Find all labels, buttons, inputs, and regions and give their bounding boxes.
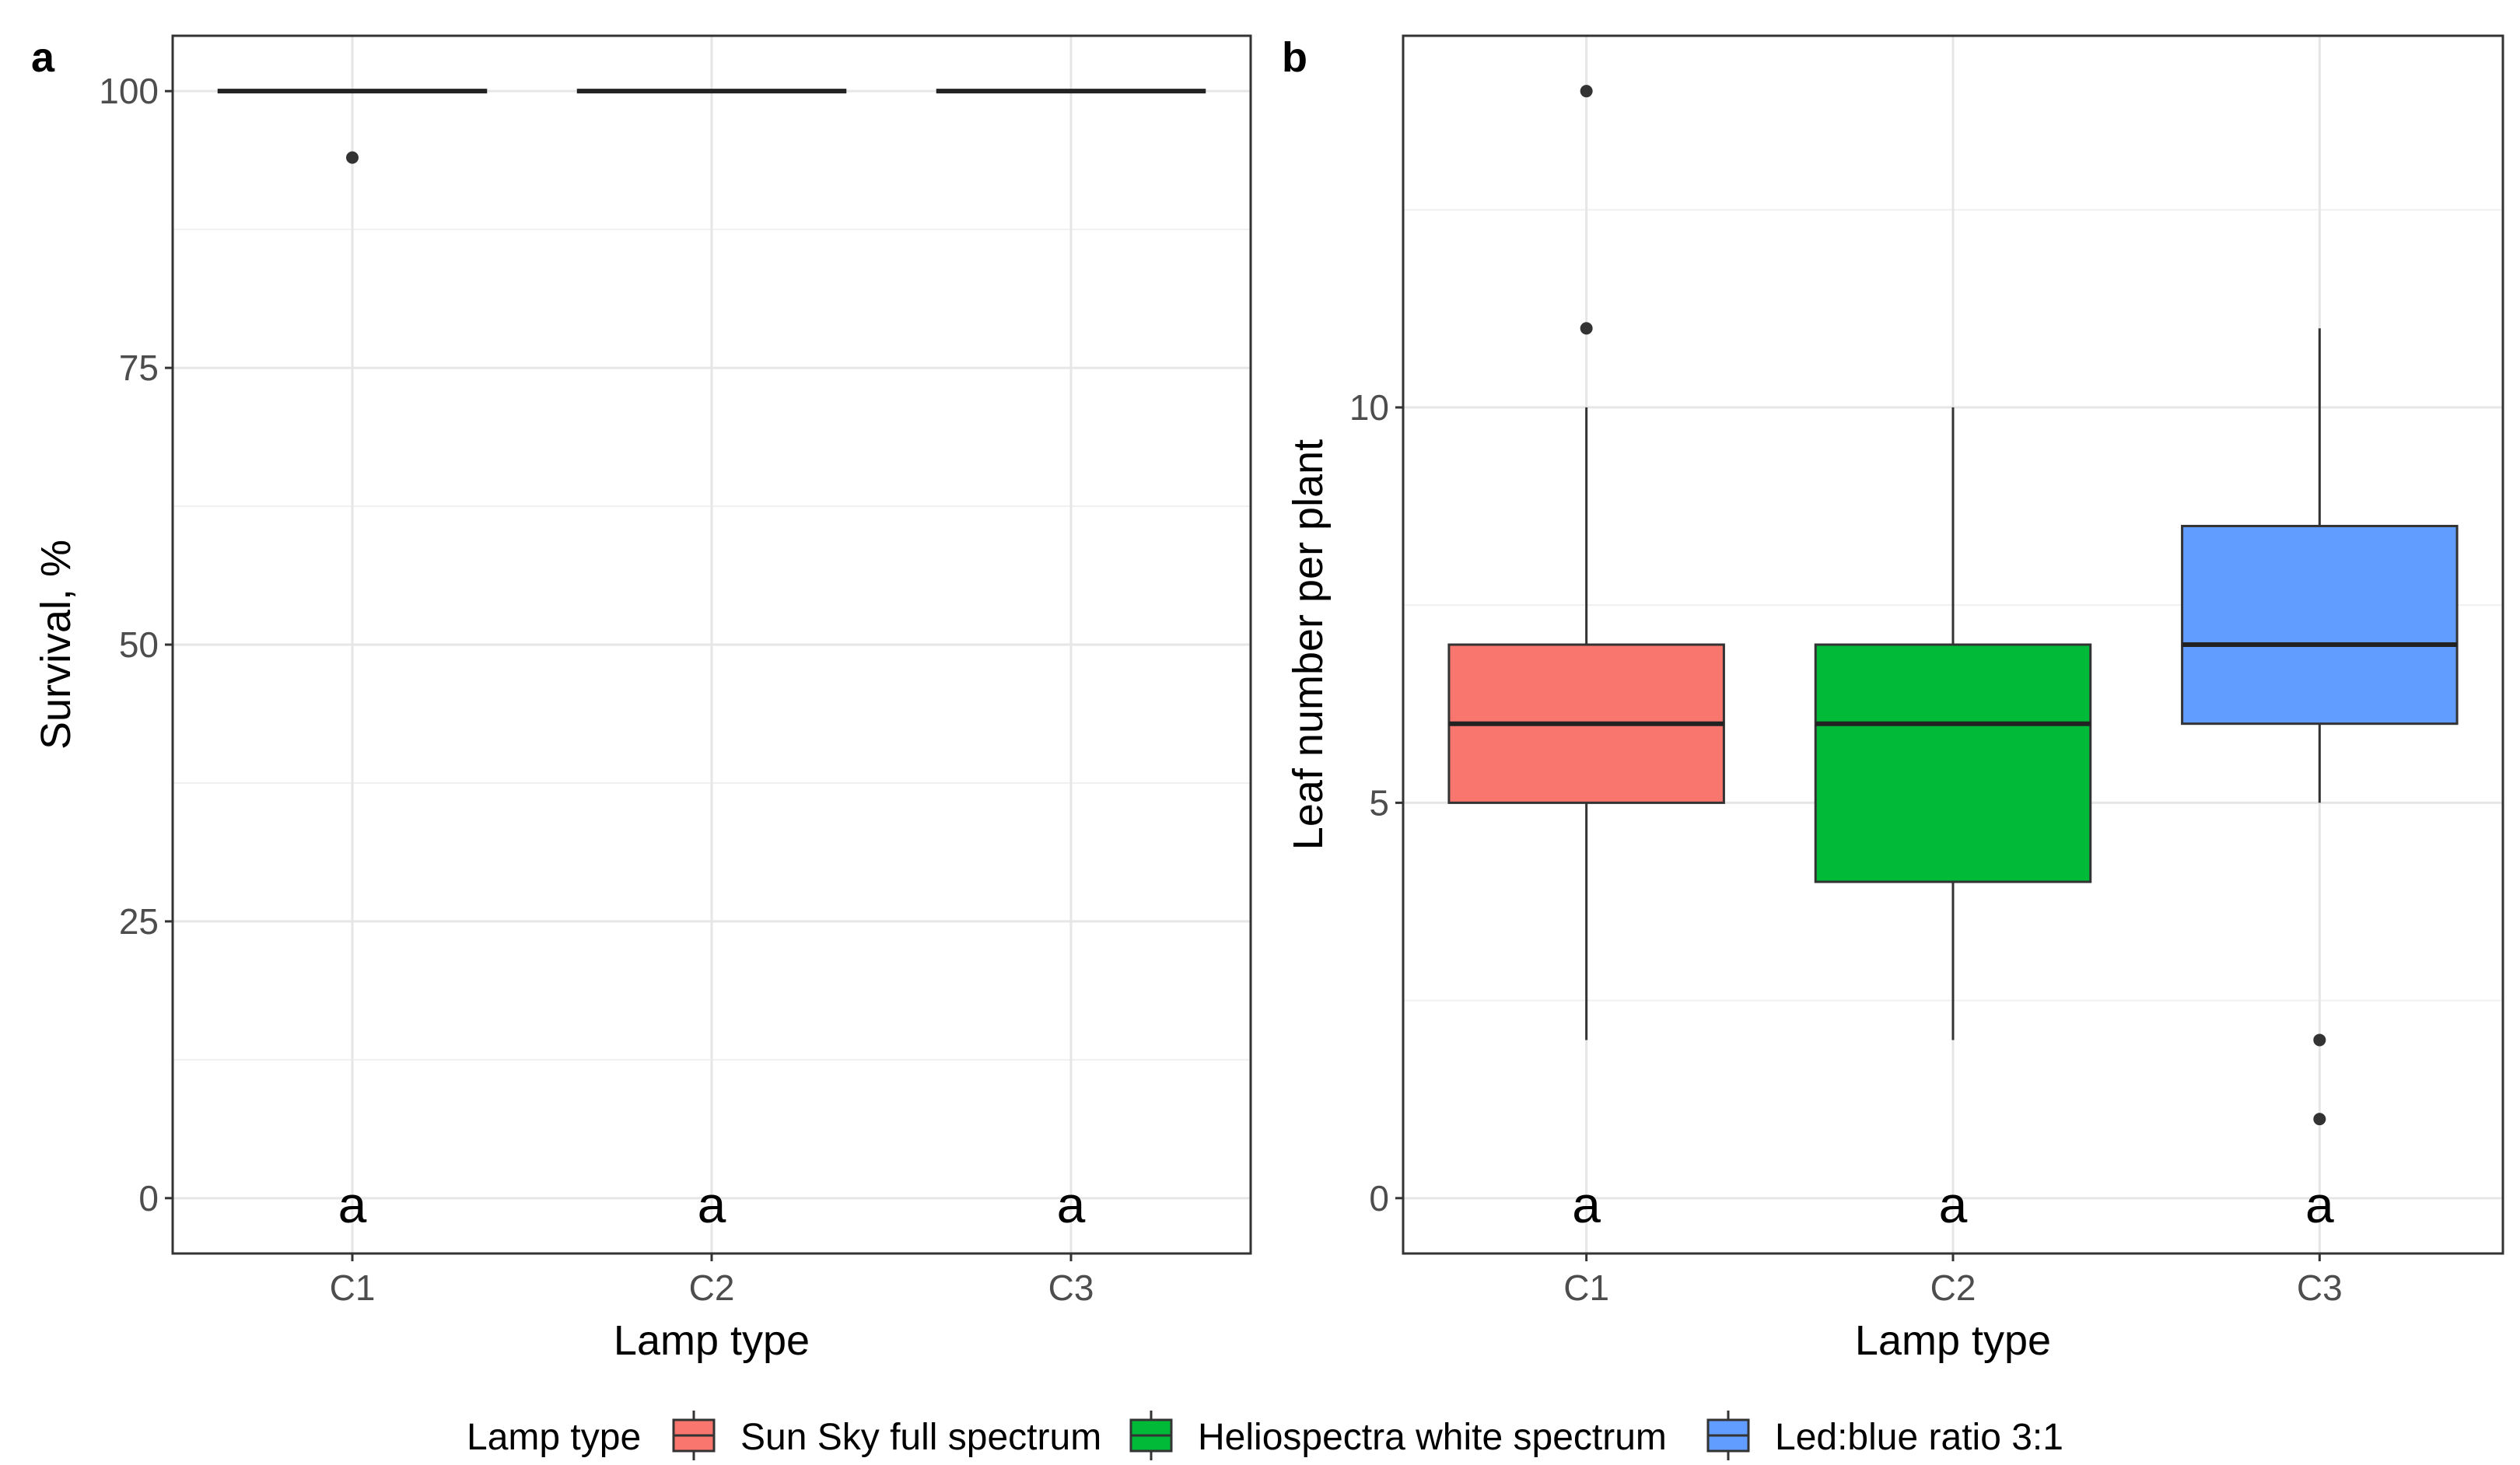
significance-letter: a	[1057, 1176, 1086, 1233]
y-tick-label: 75	[119, 348, 159, 388]
x-axis-title: Lamp type	[1855, 1317, 2051, 1364]
legend-key	[1129, 1411, 1173, 1460]
box-C2	[1814, 407, 2092, 1040]
y-tick-label: 50	[119, 624, 159, 665]
legend-key	[672, 1411, 716, 1460]
legend-title: Lamp type	[467, 1417, 641, 1458]
panel-border	[171, 34, 1252, 1255]
legend-item-label: Led:blue ratio 3:1	[1775, 1417, 2063, 1458]
outlier-point	[1580, 85, 1593, 98]
y-axis-title: Survival, %	[33, 540, 79, 750]
significance-letter: a	[698, 1176, 726, 1233]
y-tick-label: 0	[1369, 1178, 1389, 1219]
significance-letter: a	[338, 1176, 367, 1233]
panel-letter: b	[1282, 34, 1307, 81]
legend: Lamp type Sun Sky full spectrum Heliospect…	[467, 1411, 2063, 1460]
x-tick-label: C1	[1563, 1267, 1609, 1308]
box-C1	[1447, 85, 1725, 1040]
box-iqr	[2181, 524, 2459, 726]
x-axis-title: Lamp type	[614, 1317, 810, 1364]
y-tick-label: 25	[119, 901, 159, 942]
legend-item-label: Heliospectra white spectrum	[1198, 1417, 1667, 1458]
box-iqr	[1814, 643, 2092, 883]
box-C3	[2181, 328, 2459, 1126]
legend-item-label: Sun Sky full spectrum	[740, 1417, 1101, 1458]
y-tick-label: 0	[138, 1178, 159, 1219]
x-tick-label: C1	[330, 1267, 376, 1308]
panel-border	[1402, 34, 2504, 1255]
significance-letter: a	[2305, 1176, 2334, 1233]
outlier-point	[2313, 1033, 2326, 1047]
outlier-point	[1580, 322, 1593, 335]
y-axis-title: Leaf number per plant	[1285, 439, 1332, 850]
significance-letter: a	[1939, 1176, 1968, 1233]
outlier-point	[346, 151, 359, 164]
x-tick-label: C3	[1048, 1267, 1094, 1308]
box-C1	[217, 89, 488, 164]
outlier-point	[2313, 1113, 2326, 1126]
x-tick-label: C2	[689, 1267, 735, 1308]
panel-b-leaf-number: 0 5 10 C1 C2 C3 a a a b Lamp type Leaf number per p…	[1282, 34, 2504, 1364]
y-tick-label: 100	[99, 71, 159, 111]
x-tick-label: C3	[2297, 1267, 2343, 1308]
panel-letter: a	[31, 34, 55, 81]
significance-letter: a	[1572, 1176, 1601, 1233]
panel-a-survival: 0 25 50 75 100 C1 C2 C3 a a a a Lamp type Survival, %	[31, 34, 1252, 1364]
x-tick-label: C2	[1930, 1267, 1976, 1308]
legend-key	[1706, 1411, 1750, 1460]
y-tick-label: 10	[1349, 387, 1389, 428]
y-tick-label: 5	[1369, 782, 1389, 823]
